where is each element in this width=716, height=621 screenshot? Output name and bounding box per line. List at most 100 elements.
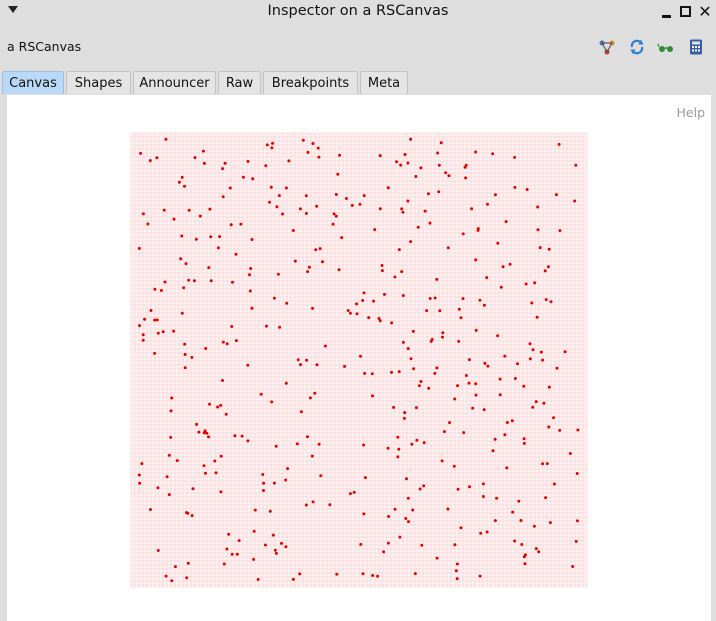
canvas-dot[interactable] <box>455 577 459 581</box>
canvas-dot[interactable] <box>382 550 386 554</box>
canvas-dot[interactable] <box>208 402 211 406</box>
canvas-dot[interactable] <box>256 578 260 581</box>
canvas-dot[interactable] <box>504 220 508 224</box>
canvas-dot[interactable] <box>177 180 181 184</box>
canvas-dot[interactable] <box>441 331 445 335</box>
canvas-dot[interactable] <box>146 222 150 226</box>
canvas-dot[interactable] <box>298 207 302 211</box>
canvas-dot[interactable] <box>293 259 297 263</box>
canvas-dot[interactable] <box>167 453 171 457</box>
canvas-dot[interactable] <box>138 324 141 328</box>
canvas-dot[interactable] <box>383 292 386 296</box>
canvas-dot[interactable] <box>386 446 390 450</box>
canvas-dot[interactable] <box>336 172 340 176</box>
canvas-dot[interactable] <box>563 350 567 354</box>
canvas-dot[interactable] <box>393 275 397 279</box>
canvas-dot[interactable] <box>418 487 422 491</box>
canvas-dot[interactable] <box>474 393 478 397</box>
canvas-dot[interactable] <box>219 403 223 407</box>
canvas-dot[interactable] <box>539 350 543 354</box>
canvas-dot[interactable] <box>301 138 305 142</box>
canvas-dot[interactable] <box>153 318 157 322</box>
canvas-dot[interactable] <box>435 366 439 370</box>
canvas-dot[interactable] <box>575 472 579 475</box>
canvas-dot[interactable] <box>311 306 315 310</box>
canvas-dot[interactable] <box>361 299 365 302</box>
canvas-dot[interactable] <box>513 377 517 380</box>
refresh-icon[interactable] <box>628 38 646 56</box>
canvas-dot[interactable] <box>348 492 352 496</box>
canvas-dot[interactable] <box>224 412 228 416</box>
canvas-dot[interactable] <box>467 381 471 385</box>
canvas-dot[interactable] <box>291 577 295 581</box>
canvas-dot[interactable] <box>213 459 217 463</box>
canvas-dot[interactable] <box>543 269 547 273</box>
canvas-dot[interactable] <box>422 484 426 488</box>
canvas-dot[interactable] <box>204 471 207 475</box>
canvas-dot[interactable] <box>467 358 471 362</box>
canvas-dot[interactable] <box>547 247 551 251</box>
canvas-dot[interactable] <box>306 150 310 154</box>
canvas-dot[interactable] <box>403 153 407 156</box>
canvas-dot[interactable] <box>393 507 397 511</box>
canvas-dot[interactable] <box>156 549 160 552</box>
tab-raw[interactable]: Raw <box>218 71 261 94</box>
canvas-dot[interactable] <box>371 574 375 577</box>
canvas-dot[interactable] <box>337 268 341 272</box>
canvas-dot[interactable] <box>412 367 416 371</box>
canvas-dot[interactable] <box>414 175 418 178</box>
canvas-dot[interactable] <box>190 355 194 359</box>
glasses-icon[interactable] <box>657 38 675 56</box>
canvas-dot[interactable] <box>214 471 218 475</box>
tab-breakpoints[interactable]: Breakpoints <box>263 71 358 94</box>
canvas-dot[interactable] <box>137 473 141 477</box>
canvas-dot[interactable] <box>285 301 289 305</box>
canvas-dot[interactable] <box>313 391 317 395</box>
canvas-dot[interactable] <box>471 406 475 410</box>
canvas-dot[interactable] <box>513 155 517 159</box>
canvas-dot[interactable] <box>305 358 309 362</box>
canvas-dot[interactable] <box>454 569 458 573</box>
canvas-dot[interactable] <box>335 572 339 576</box>
canvas-dot[interactable] <box>481 482 485 486</box>
canvas-dot[interactable] <box>216 405 220 409</box>
help-link[interactable]: Help <box>676 105 706 120</box>
canvas-dot[interactable] <box>291 229 295 232</box>
canvas-dot[interactable] <box>278 325 282 329</box>
canvas-dot[interactable] <box>250 238 254 241</box>
canvas-dot[interactable] <box>568 452 572 455</box>
canvas-dot[interactable] <box>503 354 507 358</box>
canvas-dot[interactable] <box>545 462 549 466</box>
canvas-dot[interactable] <box>456 487 460 491</box>
canvas-dot[interactable] <box>241 175 245 179</box>
canvas-dot[interactable] <box>457 339 461 343</box>
canvas-dot[interactable] <box>201 149 205 153</box>
canvas-dot[interactable] <box>319 474 323 478</box>
canvas-dot[interactable] <box>194 237 198 241</box>
canvas-dot[interactable] <box>528 357 532 361</box>
canvas-dot[interactable] <box>328 503 332 507</box>
canvas-dot[interactable] <box>148 159 152 163</box>
canvas-dot[interactable] <box>399 163 403 167</box>
canvas-dot[interactable] <box>406 161 410 165</box>
canvas-dot[interactable] <box>173 565 177 569</box>
canvas-dot[interactable] <box>498 393 502 397</box>
canvas-dot[interactable] <box>387 515 391 518</box>
canvas-dot[interactable] <box>156 331 160 335</box>
canvas-dot[interactable] <box>315 363 319 367</box>
canvas-dot[interactable] <box>433 296 437 300</box>
canvas-dot[interactable] <box>380 269 384 273</box>
canvas-dot[interactable] <box>362 512 366 516</box>
canvas-dot[interactable] <box>372 299 376 303</box>
canvas-dot[interactable] <box>186 561 190 565</box>
canvas-dot[interactable] <box>459 526 463 530</box>
canvas-dot[interactable] <box>249 267 253 270</box>
canvas-dot[interactable] <box>574 163 578 167</box>
canvas-dot[interactable] <box>227 532 231 536</box>
canvas-dot[interactable] <box>143 317 147 321</box>
canvas-dot[interactable] <box>481 495 485 498</box>
canvas-dot[interactable] <box>362 443 366 447</box>
canvas-dot[interactable] <box>536 228 540 232</box>
canvas-dot[interactable] <box>190 514 194 518</box>
canvas-dot[interactable] <box>361 572 365 576</box>
